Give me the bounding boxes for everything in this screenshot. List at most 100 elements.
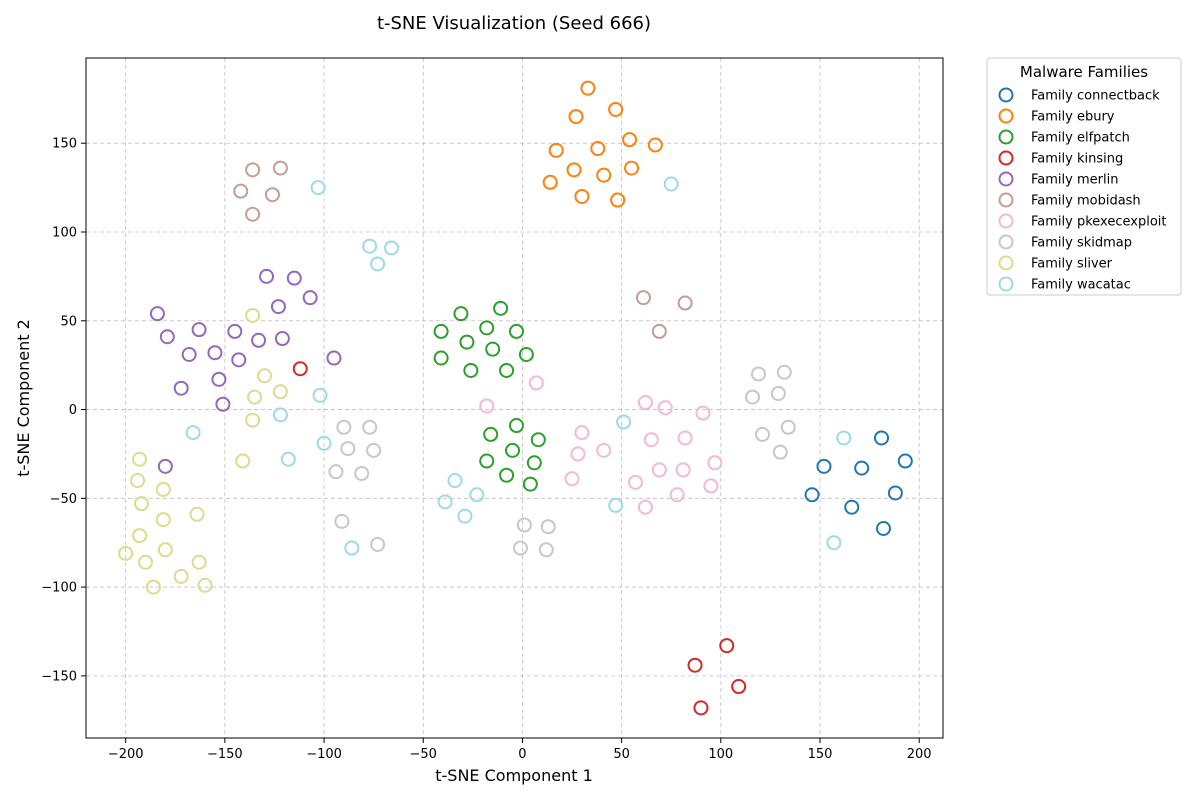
data-point (731, 679, 747, 695)
y-tick-label: −150 (41, 669, 77, 684)
grid (86, 58, 943, 738)
data-point (548, 142, 564, 158)
data-point (564, 471, 580, 487)
data-point (574, 425, 590, 441)
legend-label: Family ebury (1031, 110, 1115, 125)
data-point (836, 430, 852, 446)
data-point (366, 442, 382, 458)
data-point (745, 389, 761, 405)
data-points (118, 80, 913, 716)
data-point (149, 306, 165, 322)
data-point (316, 435, 332, 451)
data-point (566, 162, 582, 178)
data-point (326, 350, 342, 366)
data-point (302, 290, 318, 306)
x-tick-label: −100 (306, 747, 342, 762)
legend-title: Malware Families (1020, 63, 1148, 81)
legend-marker (998, 276, 1014, 292)
y-tick-label: 100 (52, 225, 77, 240)
legend-marker (998, 192, 1014, 208)
plot-area-frame (85, 57, 944, 739)
data-point (191, 554, 207, 570)
legend-item: Family mobidash (998, 192, 1141, 209)
data-point (770, 386, 786, 402)
data-point (354, 465, 370, 481)
x-axis-label: t-SNE Component 1 (435, 766, 593, 785)
legend-item: Family connectback (998, 87, 1160, 104)
data-point (695, 405, 711, 421)
legend-label: Family kinsing (1031, 152, 1123, 167)
data-point (568, 109, 584, 125)
series-family-mobidash (233, 160, 693, 339)
chart-title: t-SNE Visualization (Seed 666) (377, 13, 651, 34)
legend-label: Family sliver (1031, 257, 1113, 272)
data-point (522, 476, 538, 492)
data-point (185, 425, 201, 441)
data-point (776, 364, 792, 380)
legend-marker (998, 171, 1014, 187)
data-point (780, 419, 796, 435)
data-point (518, 347, 534, 363)
data-point (245, 412, 261, 428)
legend-label: Family elfpatch (1031, 131, 1130, 146)
legend-marker (998, 87, 1014, 103)
data-point (570, 446, 586, 462)
data-point (245, 206, 261, 222)
data-point (231, 352, 247, 368)
legend-marker (998, 129, 1014, 145)
data-point (703, 478, 719, 494)
data-point (134, 496, 150, 512)
data-point (608, 497, 624, 513)
data-point (280, 451, 296, 467)
data-point (362, 419, 378, 435)
data-point (542, 174, 558, 190)
data-point (173, 380, 189, 396)
legend-item: Family sliver (998, 255, 1113, 272)
data-point (616, 414, 632, 430)
data-point (159, 329, 175, 345)
data-point (264, 187, 280, 203)
legend-item: Family wacatac (998, 276, 1131, 293)
data-point (132, 528, 148, 544)
legend-marker (998, 108, 1014, 124)
data-point (663, 176, 679, 192)
y-axis-label: t-SNE Component 2 (14, 319, 33, 477)
data-point (875, 520, 891, 536)
legend-label: Family merlin (1031, 173, 1118, 188)
legend-label: Family connectback (1031, 89, 1160, 104)
data-point (130, 473, 146, 489)
data-point (235, 453, 251, 469)
x-tick-label: 150 (808, 747, 833, 762)
data-point (447, 473, 463, 489)
data-point (651, 462, 667, 478)
data-point (336, 419, 352, 435)
data-point (362, 238, 378, 254)
data-point (157, 542, 173, 558)
legend-marker (998, 150, 1014, 166)
data-point (274, 331, 290, 347)
y-tick-label: 50 (60, 314, 77, 329)
data-point (772, 444, 788, 460)
data-point (272, 407, 288, 423)
series-family-ebury (542, 80, 663, 208)
data-point (854, 460, 870, 476)
data-point (227, 323, 243, 339)
data-point (483, 426, 499, 442)
data-point (433, 350, 449, 366)
data-point (596, 442, 612, 458)
legend-item: Family skidmap (998, 234, 1132, 251)
data-point (286, 270, 302, 286)
data-point (215, 396, 231, 412)
series-family-kinsing (292, 361, 747, 716)
data-point (155, 512, 171, 528)
data-point (479, 320, 495, 336)
series-family-connectback (804, 430, 913, 536)
data-point (580, 80, 596, 96)
data-point (657, 400, 673, 416)
data-point (499, 362, 515, 378)
data-point (259, 268, 275, 284)
data-point (628, 474, 644, 490)
x-tick-label: −50 (410, 747, 437, 762)
legend-label: Family mobidash (1031, 194, 1141, 209)
